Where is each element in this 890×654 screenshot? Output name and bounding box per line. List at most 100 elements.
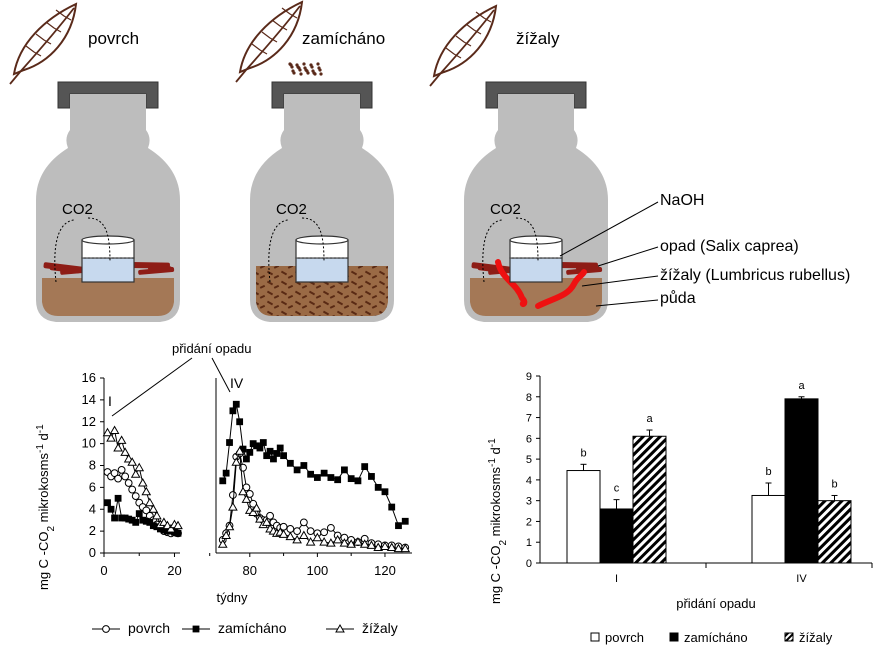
data-point-1 xyxy=(266,447,274,455)
data-point-1 xyxy=(270,455,277,463)
data-point-2 xyxy=(221,530,231,539)
data-point-0 xyxy=(124,479,133,487)
data-point-1 xyxy=(354,477,362,485)
data-point-2 xyxy=(292,534,302,544)
leaf-vein xyxy=(445,47,462,59)
data-point-2 xyxy=(332,534,343,544)
co2-path xyxy=(87,217,111,263)
callout-3: půda xyxy=(660,289,696,307)
data-point-2 xyxy=(166,523,176,533)
legend-label-0: povrch xyxy=(128,620,170,636)
data-point-1 xyxy=(401,517,409,525)
data-point-0 xyxy=(293,527,302,536)
data-point-1 xyxy=(135,510,143,518)
data-point-2 xyxy=(359,539,370,548)
co2-path xyxy=(54,219,75,283)
data-point-1 xyxy=(388,503,396,511)
crushed-litter xyxy=(290,65,294,69)
data-point-1 xyxy=(226,439,233,446)
data-point-1 xyxy=(381,488,389,496)
callout-2: žížaly (Lumbricus rubellus) xyxy=(660,267,850,284)
co2-path xyxy=(515,217,539,263)
data-point-1 xyxy=(146,518,154,526)
data-point-2 xyxy=(241,494,252,503)
earthworm xyxy=(535,269,587,309)
data-point-1 xyxy=(327,474,335,481)
crushed-litter xyxy=(302,62,306,66)
data-point-1 xyxy=(128,516,136,524)
data-point-2 xyxy=(261,517,272,526)
data-point-1 xyxy=(118,514,126,522)
cup-rim xyxy=(295,235,349,245)
data-point-1 xyxy=(320,469,328,477)
category-label-1: IV xyxy=(796,573,807,585)
data-point-1 xyxy=(125,515,133,523)
annotation-line xyxy=(111,357,193,417)
data-point-0 xyxy=(266,511,274,520)
data-point-2 xyxy=(285,531,296,541)
leaf-vein xyxy=(55,9,72,21)
data-point-2 xyxy=(106,433,116,442)
y-tick-label: 0 xyxy=(89,545,96,560)
legend-swatch xyxy=(784,632,794,642)
crushed-litter xyxy=(318,68,322,72)
data-point-0 xyxy=(320,528,329,537)
data-point-1 xyxy=(361,463,369,470)
crushed-litter xyxy=(319,72,323,76)
data-point-0 xyxy=(121,472,130,481)
data-point-0 xyxy=(131,492,140,501)
data-point-2 xyxy=(141,486,152,496)
significance-letter: a xyxy=(646,413,653,425)
crushed-litter xyxy=(316,62,320,66)
co2-path xyxy=(482,219,503,283)
data-point-0 xyxy=(110,469,119,478)
data-point-1 xyxy=(246,448,254,456)
y-tick-label: 3 xyxy=(526,496,532,508)
callout-line xyxy=(595,299,659,307)
data-point-1 xyxy=(286,459,294,467)
co2-label: CO2 xyxy=(276,201,307,218)
data-point-2 xyxy=(248,507,259,517)
data-point-1 xyxy=(273,450,281,457)
earthworm xyxy=(495,259,528,308)
callout-0: NaOH xyxy=(660,192,704,209)
legend-swatch xyxy=(669,632,679,642)
leaf-vein xyxy=(465,23,482,35)
crushed-litter xyxy=(313,72,317,76)
data-point-1 xyxy=(232,400,240,408)
data-point-1 xyxy=(395,522,402,530)
data-point-1 xyxy=(160,526,168,534)
data-point-0 xyxy=(142,506,151,515)
leaf-vein xyxy=(455,35,472,47)
crushed-litter xyxy=(292,71,296,75)
data-point-0 xyxy=(286,525,295,533)
data-point-1 xyxy=(107,505,115,513)
data-point-1 xyxy=(276,444,284,452)
data-point-2 xyxy=(224,521,235,531)
data-point-2 xyxy=(217,539,228,548)
data-point-2 xyxy=(386,542,397,552)
data-point-2 xyxy=(127,457,138,466)
data-point-2 xyxy=(231,457,242,466)
callout-line xyxy=(559,201,659,257)
data-point-1 xyxy=(259,439,267,446)
data-point-2 xyxy=(148,504,159,513)
crushed-litter xyxy=(310,65,314,69)
data-point-2 xyxy=(366,540,377,549)
y-tick-label: 6 xyxy=(89,479,96,494)
y-axis-title: mg C -CO2 mikrokosms-1 d-1 xyxy=(487,438,509,604)
data-point-2 xyxy=(109,425,120,434)
y-tick-label: 1 xyxy=(526,537,532,549)
data-point-1 xyxy=(219,477,227,485)
data-point-1 xyxy=(111,514,118,522)
data-point-2 xyxy=(393,543,404,553)
data-point-1 xyxy=(149,522,157,530)
y-tick-label: 5 xyxy=(526,454,532,466)
leaf-vein xyxy=(475,11,492,23)
data-point-1 xyxy=(104,499,111,507)
y-tick-label: 14 xyxy=(82,392,96,407)
bar-0-1 xyxy=(751,494,786,564)
y-tick-label: 16 xyxy=(82,370,96,385)
soil xyxy=(256,266,388,316)
y-tick-label: 0 xyxy=(526,558,532,570)
